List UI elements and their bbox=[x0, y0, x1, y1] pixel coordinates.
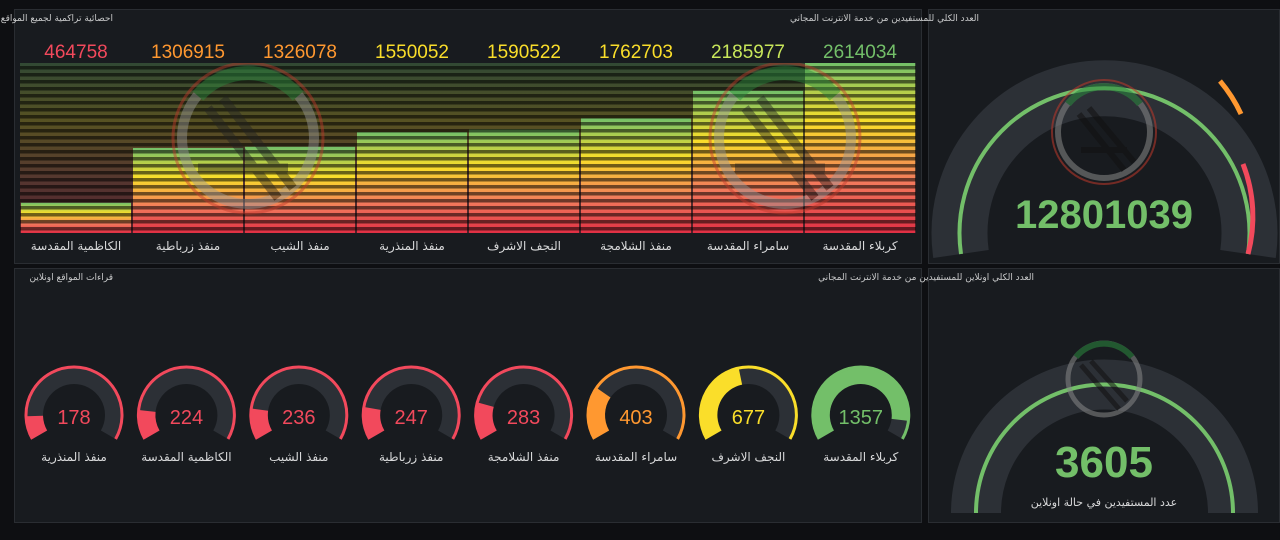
site-gauge: 247 منفذ زرباطية bbox=[361, 365, 461, 465]
total-gauge: 12801039 bbox=[931, 60, 1278, 258]
gauge-label: منفذ الشيب bbox=[269, 450, 328, 464]
gauge-value: 403 bbox=[619, 407, 652, 429]
bar-value: 2614034 bbox=[823, 42, 897, 63]
total-online-gauge: 3605 عدد المستفيدين في حالة اونلاين bbox=[951, 340, 1258, 514]
gauge-fill bbox=[251, 408, 273, 439]
emblem-watermark bbox=[171, 63, 325, 215]
site-gauge: 178 منفذ المنذرية bbox=[24, 365, 124, 465]
gauge-value: 247 bbox=[395, 407, 428, 429]
panel-title: العدد الكلي للمستفيدين من خدمة الانترنت … bbox=[790, 14, 979, 24]
gauge-threshold bbox=[136, 365, 236, 440]
gauge-label: منفذ المنذرية bbox=[41, 450, 107, 465]
gauge-fill bbox=[589, 388, 611, 439]
bar-label: النجف الاشرف bbox=[487, 239, 561, 254]
online-total-subtitle: عدد المستفيدين في حالة اونلاين bbox=[1031, 496, 1177, 509]
bar-value: 1590522 bbox=[487, 42, 561, 63]
emblem-watermark bbox=[1065, 340, 1143, 418]
gauge-threshold-orange bbox=[1218, 79, 1244, 116]
bar-label: منفذ الشلامجة bbox=[600, 239, 672, 253]
bar-label: منفذ المنذرية bbox=[379, 239, 445, 254]
gauge-fill bbox=[364, 407, 385, 439]
panel-title: العدد الكلي اونلاين للمستفيدين من خدمة ا… bbox=[818, 273, 1034, 283]
bar-value: 1762703 bbox=[599, 42, 673, 63]
gauge-threshold bbox=[249, 365, 349, 440]
gauge-threshold bbox=[586, 365, 686, 440]
bar-label: كربلاء المقدسة bbox=[822, 239, 897, 254]
gauge-value: 224 bbox=[170, 407, 203, 429]
bar-value: 1550052 bbox=[375, 42, 449, 63]
bar-label: منفذ الشيب bbox=[270, 239, 329, 253]
gauge-track bbox=[27, 368, 121, 439]
total-online-panel: العدد الكلي اونلاين للمستفيدين من خدمة ا… bbox=[818, 268, 1280, 523]
cumulative-stats-panel: احصائية تراكمية لجميع المواقع 464758 الكا… bbox=[1, 9, 922, 264]
bar-value: 2185977 bbox=[711, 42, 785, 63]
gauge-value: 236 bbox=[282, 407, 315, 429]
total-value: 12801039 bbox=[1015, 193, 1193, 237]
bar-label: منفذ زرباطية bbox=[156, 239, 220, 254]
site-gauge: 283 منفذ الشلامجة bbox=[474, 365, 574, 464]
cumulative-bar-gauge: 464758 الكاظمية المقدسة 1306915 منفذ زرباطي… bbox=[20, 42, 916, 254]
gauge-threshold bbox=[24, 365, 124, 440]
gauge-threshold bbox=[811, 365, 911, 440]
gauge-fill bbox=[139, 410, 160, 439]
online-total-value: 3605 bbox=[1055, 438, 1153, 487]
site-gauge: 677 النجف الاشرف bbox=[698, 365, 798, 465]
gauge-threshold-green bbox=[974, 382, 1235, 514]
emblem-watermark bbox=[1051, 79, 1157, 185]
online-gauges: 178 منفذ المنذرية 224 الكاظمية المقدسة 236 من… bbox=[24, 365, 911, 465]
gauge-value: 178 bbox=[57, 407, 90, 429]
bar-label: الكاظمية المقدسة bbox=[31, 239, 121, 253]
gauge-value: 1357 bbox=[839, 407, 884, 429]
bar-value: 464758 bbox=[44, 42, 107, 63]
gauge-value: 283 bbox=[507, 407, 540, 429]
gauge-fill bbox=[476, 402, 497, 439]
gauge-label: سامراء المقدسة bbox=[595, 450, 677, 465]
gauge-threshold-red bbox=[1240, 163, 1256, 255]
gauge-label: الكاظمية المقدسة bbox=[141, 450, 231, 464]
online-readings-panel: قراءات المواقع اونلاين 178 منفذ المنذرية 2… bbox=[14, 268, 922, 523]
gauge-value: 677 bbox=[732, 407, 765, 429]
gauge-label: كربلاء المقدسة bbox=[823, 450, 898, 465]
gauge-fill bbox=[813, 368, 908, 439]
gauge-fill bbox=[27, 415, 48, 439]
gauge-threshold bbox=[474, 365, 574, 440]
site-gauge: 1357 كربلاء المقدسة bbox=[811, 365, 911, 465]
total-beneficiaries-panel: العدد الكلي للمستفيدين من خدمة الانترنت … bbox=[790, 9, 1280, 264]
bar-value: 1326078 bbox=[263, 42, 337, 63]
bar-stripes bbox=[20, 63, 916, 233]
emblem-watermark bbox=[708, 63, 862, 215]
panel-title: قراءات المواقع اونلاين bbox=[29, 273, 113, 283]
gauge-label: منفذ الشلامجة bbox=[488, 450, 560, 464]
gauge-label: منفذ زرباطية bbox=[379, 450, 443, 465]
site-gauge: 236 منفذ الشيب bbox=[249, 365, 349, 464]
site-gauge: 403 سامراء المقدسة bbox=[586, 365, 686, 465]
gauge-fill bbox=[701, 368, 743, 439]
panel-title: احصائية تراكمية لجميع المواقع bbox=[0, 14, 113, 24]
site-gauge: 224 الكاظمية المقدسة bbox=[136, 365, 236, 464]
bar-label: سامراء المقدسة bbox=[707, 239, 789, 254]
gauge-label: النجف الاشرف bbox=[711, 450, 785, 465]
bar-value: 1306915 bbox=[151, 42, 225, 63]
gauge-threshold bbox=[361, 365, 461, 440]
gauge-threshold bbox=[698, 365, 798, 440]
